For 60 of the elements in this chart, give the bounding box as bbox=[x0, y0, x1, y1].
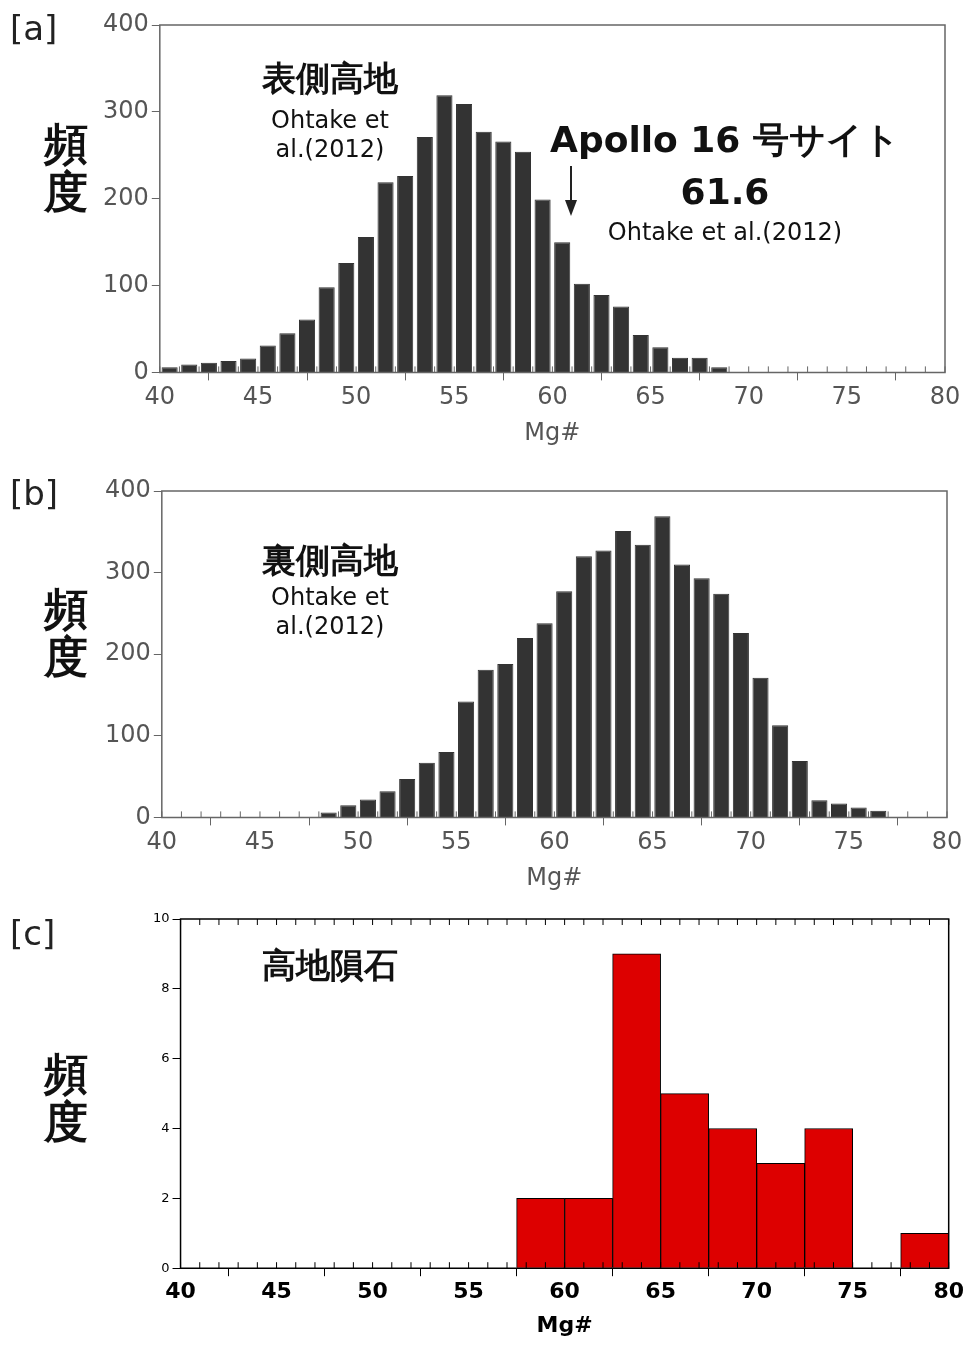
x-tick-label: 60 bbox=[539, 827, 570, 856]
y-tick-label: 300 bbox=[103, 96, 149, 125]
x-tick-label: 60 bbox=[549, 1278, 580, 1304]
x-tick-label: 70 bbox=[741, 1278, 772, 1304]
x-tick-label: 80 bbox=[931, 827, 963, 856]
x-tick-label: 45 bbox=[261, 1278, 292, 1304]
y-tick-label: 100 bbox=[105, 720, 151, 749]
x-tick-label: 65 bbox=[645, 1278, 676, 1304]
chart-title: [c] bbox=[10, 913, 56, 953]
annotation: Apollo 16 号サイト bbox=[549, 118, 901, 162]
y-tick-label: 0 bbox=[135, 801, 151, 830]
x-tick-label: 70 bbox=[735, 827, 766, 856]
x-tick-label: 60 bbox=[537, 382, 568, 411]
x-tick-label: 40 bbox=[144, 382, 176, 411]
y-tick-label: 400 bbox=[105, 475, 151, 504]
x-axis-title: Mg# bbox=[536, 1311, 593, 1337]
y-tick-label: 200 bbox=[105, 638, 151, 667]
y-tick-label: 0 bbox=[161, 1259, 170, 1275]
annotation: 表側高地 bbox=[261, 58, 399, 99]
x-tick-label: 55 bbox=[440, 827, 472, 856]
x-tick-label: 55 bbox=[453, 1278, 484, 1304]
x-tick-label: 80 bbox=[933, 1278, 964, 1304]
x-tick-label: 75 bbox=[833, 827, 865, 856]
y-tick-label: 100 bbox=[103, 269, 149, 298]
x-axis-title: Mg# bbox=[524, 417, 581, 446]
x-tick-label: 75 bbox=[837, 1278, 868, 1304]
x-tick-label: 40 bbox=[165, 1278, 196, 1304]
chart-title: [b] bbox=[10, 473, 59, 513]
annotation: 61.6 bbox=[679, 170, 771, 214]
x-tick-label: 45 bbox=[242, 382, 274, 411]
annotation: 高地隕石 bbox=[261, 945, 399, 986]
x-tick-label: 45 bbox=[244, 827, 276, 856]
x-tick-label: 75 bbox=[831, 382, 863, 411]
y-axis-title: 頻度 bbox=[42, 583, 89, 683]
y-axis-title: 頻度 bbox=[42, 1048, 89, 1148]
y-tick-label: 6 bbox=[161, 1050, 170, 1066]
y-tick-label: 400 bbox=[103, 9, 149, 38]
x-tick-label: 50 bbox=[357, 1278, 388, 1304]
annotation: 裏側高地 bbox=[261, 540, 399, 581]
x-tick-label: 65 bbox=[637, 827, 668, 856]
x-tick-label: 65 bbox=[635, 382, 666, 411]
y-tick-label: 0 bbox=[133, 356, 149, 385]
y-tick-label: 10 bbox=[153, 910, 170, 926]
annotation: Ohtake et al.(2012) bbox=[606, 218, 844, 247]
x-tick-label: 50 bbox=[340, 382, 372, 411]
y-tick-label: 8 bbox=[161, 980, 170, 996]
x-tick-label: 70 bbox=[733, 382, 764, 411]
annotation: Ohtake et al.(2012) bbox=[270, 106, 390, 164]
x-tick-label: 50 bbox=[342, 827, 374, 856]
x-tick-label: 40 bbox=[146, 827, 178, 856]
x-tick-label: 55 bbox=[438, 382, 470, 411]
y-tick-label: 4 bbox=[161, 1119, 170, 1135]
annotation: Ohtake et al.(2012) bbox=[270, 583, 390, 641]
x-tick-label: 80 bbox=[929, 382, 961, 411]
chart-title: [a] bbox=[10, 8, 58, 48]
x-axis-title: Mg# bbox=[526, 862, 583, 891]
y-tick-label: 300 bbox=[105, 556, 151, 585]
y-tick-label: 200 bbox=[103, 182, 149, 211]
y-axis-title: 頻度 bbox=[42, 118, 89, 218]
y-tick-label: 2 bbox=[161, 1189, 170, 1205]
